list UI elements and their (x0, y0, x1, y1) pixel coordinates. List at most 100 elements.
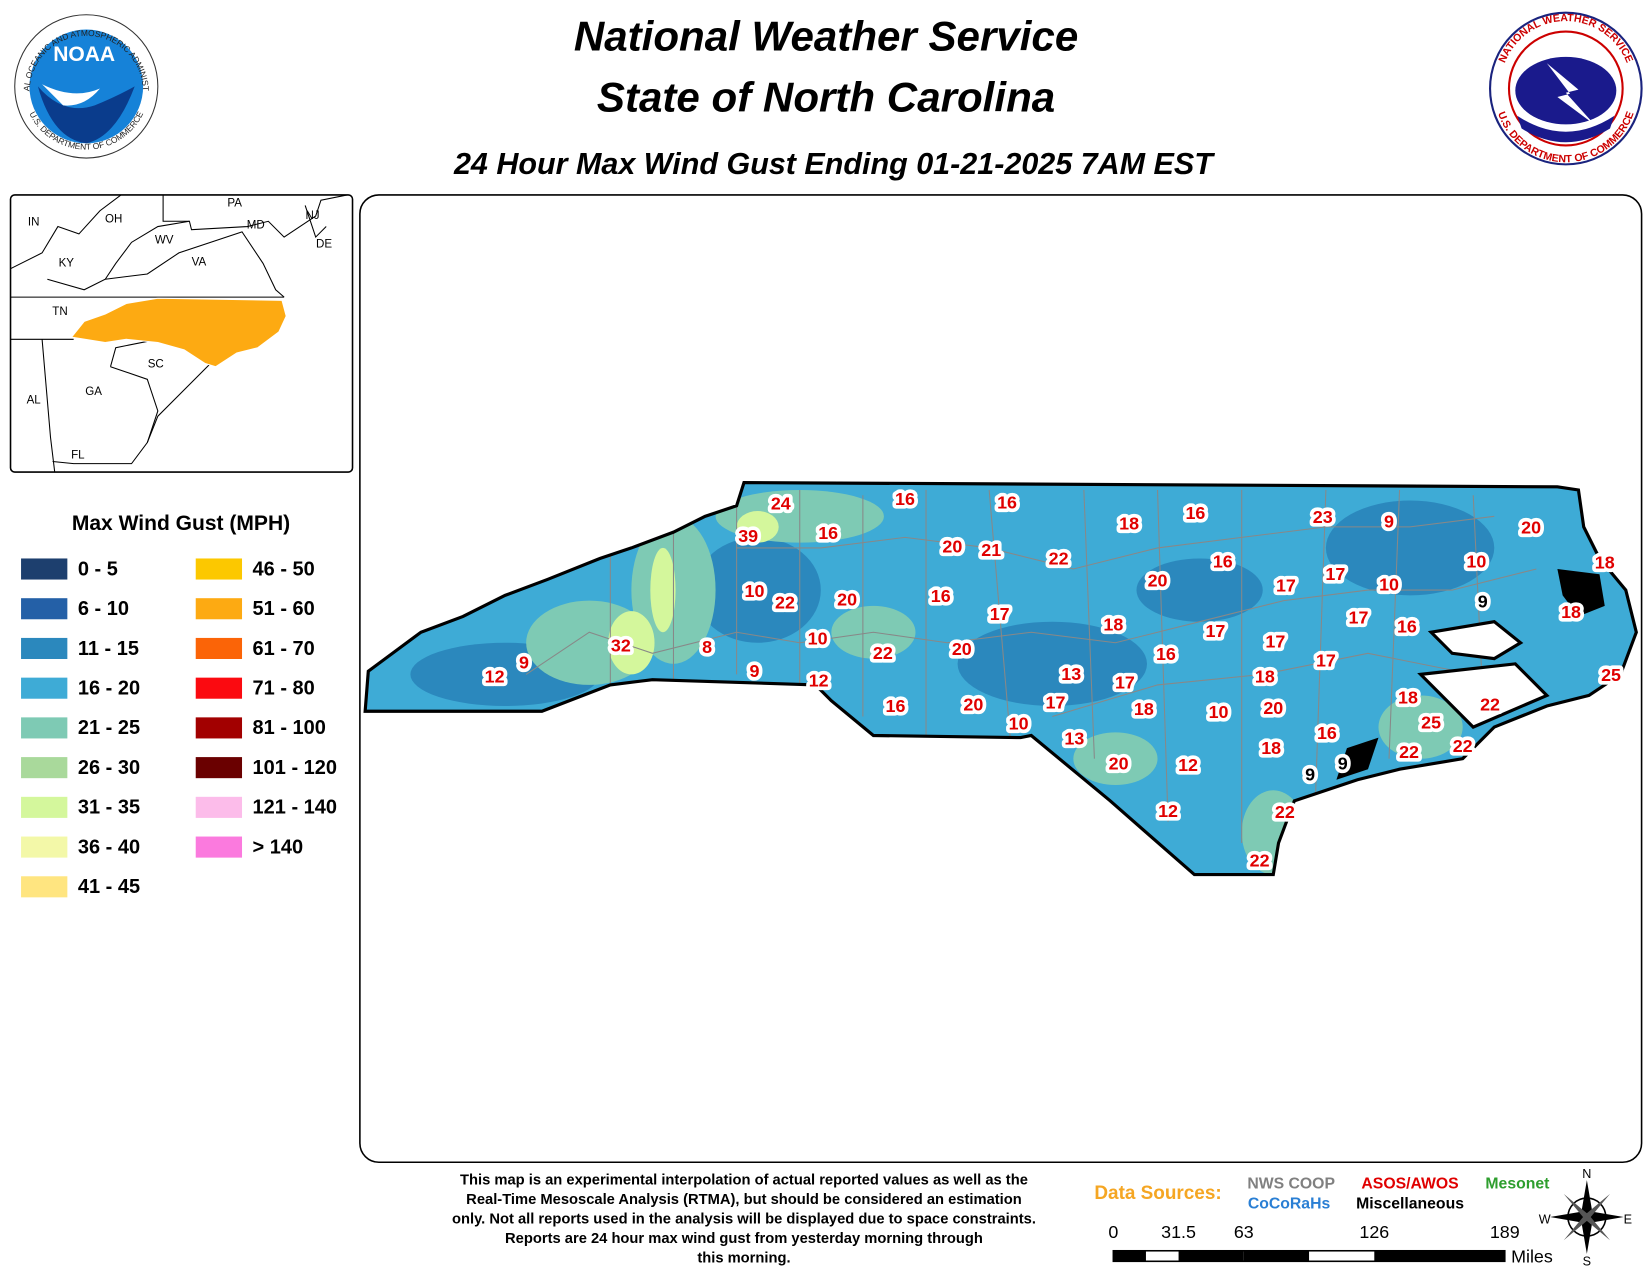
legend-label: 61 - 70 (253, 638, 315, 660)
station-value: 18 (1103, 615, 1123, 635)
inset-state-label: PA (227, 198, 242, 210)
legend-label: 41 - 45 (78, 876, 140, 898)
compass-letter: N (1582, 1167, 1591, 1181)
inset-state-label: NJ (305, 210, 319, 222)
legend-label: 11 - 15 (78, 638, 139, 660)
station-labels: 24 16 16 39 16 20 21 22 18 16 23 9 20 18 10 10 22 20 16 17 2… (481, 486, 1625, 875)
station-value: 22 (1453, 736, 1473, 756)
station-value: 12 (1178, 755, 1198, 775)
scale-tick-label: 63 (1234, 1222, 1254, 1242)
station-value: 16 (931, 586, 951, 606)
station-value: 25 (1421, 713, 1441, 733)
scale-bar: 0 31.5 63 126 189 Miles (1108, 1222, 1553, 1266)
legend-label: 81 - 100 (253, 717, 326, 739)
legend-swatch (195, 558, 243, 580)
legend-label: 6 - 10 (78, 598, 129, 620)
legend-swatch (21, 836, 68, 858)
station-value: 17 (1205, 621, 1225, 641)
legend-swatch (21, 558, 68, 580)
station-value: 22 (1275, 802, 1295, 822)
station-value: 21 (981, 540, 1001, 560)
station-value: 18 (1398, 687, 1418, 707)
station-value: 23 (1313, 507, 1333, 527)
station-value: 20 (837, 589, 857, 609)
inset-state-label: SC (148, 359, 164, 371)
disclaimer-line: only. Not all reports used in the analys… (452, 1211, 1036, 1227)
station-value: 9 (1478, 591, 1488, 611)
disclaimer-line: Reports are 24 hour max wind gust from y… (505, 1231, 983, 1247)
station-value: 39 (738, 526, 758, 546)
disclaimer-line: this morning. (697, 1250, 790, 1266)
legend-label: 0 - 5 (78, 558, 118, 580)
nws-logo: NATIONAL WEATHER SERVICE U.S. DEPARTMENT… (1488, 11, 1643, 166)
station-value: 10 (1009, 714, 1029, 734)
legend-label: 31 - 35 (78, 797, 140, 819)
disclaimer: This map is an experimental interpolatio… (452, 1172, 1036, 1266)
station-value: 17 (1316, 650, 1336, 670)
legend-swatch (21, 796, 68, 818)
station-value: 17 (1349, 607, 1369, 627)
station-value: 12 (1158, 801, 1178, 821)
legend-swatch (195, 717, 243, 739)
legend-label: 21 - 25 (78, 717, 140, 739)
station-value: 17 (1265, 631, 1285, 651)
station-value: 9 (750, 661, 760, 681)
title: National Weather Service (574, 13, 1078, 60)
legend-label: > 140 (253, 836, 304, 858)
station-value: 20 (1521, 518, 1541, 538)
scale-segment (1178, 1250, 1244, 1262)
sounds (1336, 569, 1605, 780)
compass-letter: W (1539, 1212, 1551, 1226)
inset-state-label: MD (247, 220, 265, 232)
data-source: Mesonet (1485, 1176, 1550, 1193)
inset-state-label: DE (316, 239, 332, 251)
compass-letter: S (1583, 1255, 1591, 1269)
station-value: 16 (1156, 644, 1176, 664)
station-value: 16 (1213, 551, 1233, 571)
station-value: 22 (873, 643, 893, 663)
scale-tick-label: 31.5 (1161, 1222, 1196, 1242)
inset-labels: IN OH PA MD NJ DE WV VA KY TN SC GA AL FL (27, 198, 333, 462)
station-value: 9 (1305, 764, 1315, 784)
station-value: 16 (886, 696, 906, 716)
station-value: 32 (611, 636, 631, 656)
station-value: 22 (1480, 695, 1500, 715)
station-value: 18 (1561, 602, 1581, 622)
noaa-logo: NOAA NATIONAL OCEANIC AND ATMOSPHERIC AD… (0, 0, 159, 159)
inset-state-label: FL (71, 449, 85, 461)
station-value: 9 (519, 653, 529, 673)
station-value: 10 (1379, 575, 1399, 595)
station-value: 20 (1109, 754, 1129, 774)
station-value: 10 (1466, 551, 1486, 571)
inset-state-label: TN (52, 306, 67, 318)
station-value: 16 (895, 489, 915, 509)
station-value: 16 (1185, 503, 1205, 523)
legend-swatch (195, 757, 243, 779)
data-source: NWS COOP (1247, 1176, 1335, 1193)
station-value: 18 (1134, 699, 1154, 719)
station-value: 20 (1263, 698, 1283, 718)
legend-swatch (21, 876, 68, 898)
legend-label: 121 - 140 (253, 797, 337, 819)
compass-letter: E (1624, 1212, 1632, 1226)
legend-label: 51 - 60 (253, 598, 315, 620)
station-value: 13 (1061, 664, 1081, 684)
station-value: 17 (1276, 576, 1296, 596)
station-value: 9 (1338, 754, 1348, 774)
station-value: 8 (702, 637, 712, 657)
scale-tick-label: 126 (1359, 1222, 1389, 1242)
compass: N E S W (1539, 1167, 1632, 1268)
sources-label: Data Sources: (1094, 1183, 1221, 1204)
subtitle: State of North Carolina (597, 74, 1055, 121)
data-source: Miscellaneous (1356, 1196, 1464, 1213)
legend-label: 46 - 50 (253, 558, 315, 580)
legend-label: 71 - 80 (253, 677, 315, 699)
station-value: 18 (1595, 552, 1615, 572)
station-value: 17 (1046, 693, 1066, 713)
data-source: CoCoRaHs (1248, 1196, 1331, 1213)
scale-unit: Miles (1511, 1246, 1553, 1266)
legend-label: 36 - 40 (78, 836, 140, 858)
disclaimer-line: Real-Time Mesoscale Analysis (RTMA), but… (466, 1192, 1022, 1208)
